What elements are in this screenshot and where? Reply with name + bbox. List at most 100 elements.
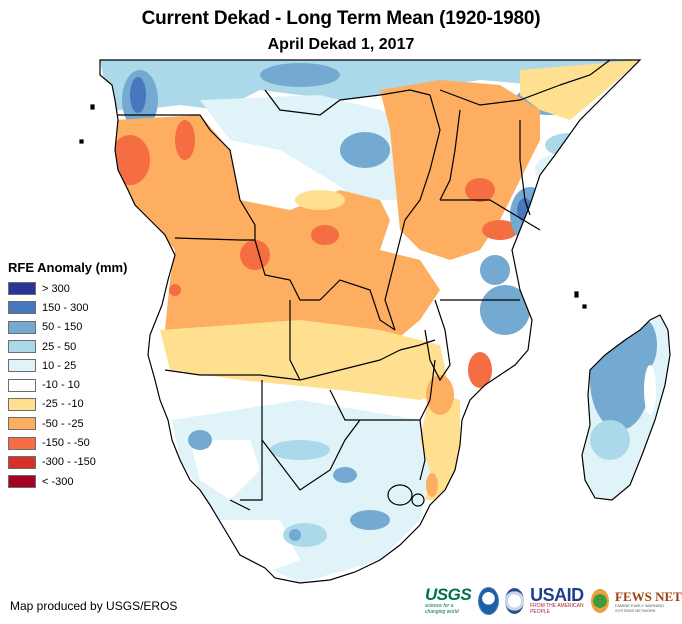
- legend-item: -25 - -10: [8, 395, 158, 414]
- legend-item: < -300: [8, 472, 158, 491]
- border-drc-angola: [174, 237, 320, 301]
- usaid-logo: USAID FROM THE AMERICAN PEOPLE: [530, 585, 585, 615]
- legend-label: < -300: [42, 475, 74, 488]
- tanzania-south-wet: [480, 255, 510, 285]
- somalia-wet-light: [535, 155, 575, 185]
- legend-swatch: [8, 320, 36, 334]
- tanzania-very-dry: [482, 220, 518, 240]
- legend-item: 25 - 50: [8, 337, 158, 356]
- island-mayotte: [582, 304, 587, 309]
- anomaly-raster-madagascar: [582, 315, 670, 500]
- border-zambia-zimbabwe: [299, 349, 401, 381]
- usgs-logo-text: USGS: [425, 585, 472, 604]
- legend-swatch: [8, 417, 36, 431]
- border-angola-namibia: [164, 369, 301, 381]
- rainfall-anomaly-map: [79, 59, 671, 584]
- usaid-logo-text: USAID: [530, 585, 584, 605]
- congo-very-dry: [175, 120, 195, 160]
- legend-label: > 300: [42, 282, 70, 295]
- cameroon-very-wet: [130, 77, 146, 113]
- border-drc-zambia: [319, 279, 396, 331]
- legend-item: -300 - -150: [8, 453, 158, 472]
- border-kenya-tanzania: [440, 199, 541, 231]
- border-angola-zambia: [289, 300, 301, 381]
- border-zimbabwe-mozambique: [380, 359, 436, 421]
- botswana-wet-core: [333, 467, 357, 483]
- madagascar-ne-wet: [633, 320, 657, 370]
- island-bioko: [90, 104, 95, 110]
- legend-label: -10 - 10: [42, 379, 80, 392]
- border-drc-tanzania: [384, 219, 406, 331]
- east-africa-dry: [380, 80, 540, 260]
- fewsnet-logo: FEWS NET FAMINE EARLY WARNING SYSTEMS NE…: [615, 590, 682, 613]
- legend-label: 50 - 150: [42, 321, 83, 334]
- legend-label: -25 - -10: [42, 398, 84, 411]
- border-eswatini: [411, 493, 425, 507]
- uganda-very-dry: [465, 178, 495, 202]
- legend-label: -300 - -150: [42, 456, 96, 469]
- border-botswana-zimbabwe: [329, 389, 380, 421]
- drc-central-very-dry: [311, 225, 339, 245]
- madagascar-south-wet: [590, 420, 630, 460]
- legend-item: > 300: [8, 279, 158, 298]
- border-drc-uganda: [404, 94, 441, 221]
- border-botswana-south-africa: [261, 419, 361, 491]
- legend-label: 150 - 300: [42, 301, 89, 314]
- legend-item: -150 - -50: [8, 433, 158, 452]
- kwazulu-dry: [426, 473, 438, 497]
- map-title: Current Dekad - Long Term Mean (1920-198…: [141, 8, 541, 29]
- botswana-wet: [270, 440, 330, 460]
- legend-swatch: [8, 340, 36, 354]
- noaa-logo-icon: [477, 587, 499, 615]
- border-lesotho: [387, 484, 413, 506]
- south-africa-wet: [350, 510, 390, 530]
- central-dry-band: [115, 115, 440, 360]
- legend-swatch: [8, 455, 36, 469]
- car-wet: [340, 132, 390, 168]
- legend-label: -50 - -25: [42, 417, 84, 430]
- mozambique-central-dry: [426, 375, 454, 415]
- legend-label: 25 - 50: [42, 340, 77, 353]
- border-cameroon-gabon: [118, 114, 211, 131]
- usaid-seal-icon: [504, 588, 525, 614]
- south-africa-central-wet: [283, 523, 327, 547]
- border-malawi: [424, 299, 451, 382]
- madagascar-east-neutral: [644, 365, 656, 415]
- map-subtitle: April Dekad 1, 2017: [267, 36, 415, 53]
- drc-light-patch: [295, 190, 345, 210]
- border-zambia-mozambique: [399, 339, 436, 351]
- border-namibia-south-africa: [229, 499, 251, 511]
- legend-swatch: [8, 436, 36, 450]
- island-sao-tome: [79, 139, 84, 144]
- central-congo-light: [200, 95, 430, 200]
- border-uganda-kenya: [439, 109, 461, 201]
- legend-swatch: [8, 282, 36, 296]
- partner-logos: USGS science for a changing world USAID …: [425, 585, 682, 617]
- southern-africa-light-wet: [172, 400, 430, 583]
- legend-swatch: [8, 301, 36, 315]
- drc-south-very-dry: [240, 240, 270, 270]
- legend-item: -50 - -25: [8, 414, 158, 433]
- legend-item: -10 - 10: [8, 375, 158, 394]
- somalia-wet: [545, 133, 595, 157]
- madagascar-coastline: [581, 314, 671, 501]
- mozambique-north-wet: [480, 285, 530, 335]
- legend-swatch: [8, 397, 36, 411]
- legend-title: RFE Anomaly (mm): [8, 260, 128, 275]
- legend-swatch: [8, 475, 36, 489]
- mozambique-south-dry: [420, 390, 460, 500]
- mozambique-very-dry: [468, 352, 492, 388]
- gabon-very-dry: [110, 135, 150, 185]
- southern-light-dry: [160, 320, 450, 400]
- island-comoros: [574, 291, 579, 298]
- fewsnet-logo-tagline: FAMINE EARLY WARNING SYSTEMS NETWORK: [615, 602, 665, 613]
- legend: RFE Anomaly (mm) > 300 150 - 300 50 - 150 2…: [8, 260, 158, 491]
- border-car-drc: [264, 89, 431, 116]
- north-wet-band: [100, 60, 640, 110]
- legend-item: 150 - 300: [8, 298, 158, 317]
- border-ethiopia-kenya: [439, 84, 561, 106]
- legend-label: 10 - 25: [42, 359, 77, 372]
- border-kenya-somalia: [519, 120, 531, 216]
- somalia-light-dry: [520, 60, 640, 120]
- border-somalia-ethiopia: [559, 59, 611, 86]
